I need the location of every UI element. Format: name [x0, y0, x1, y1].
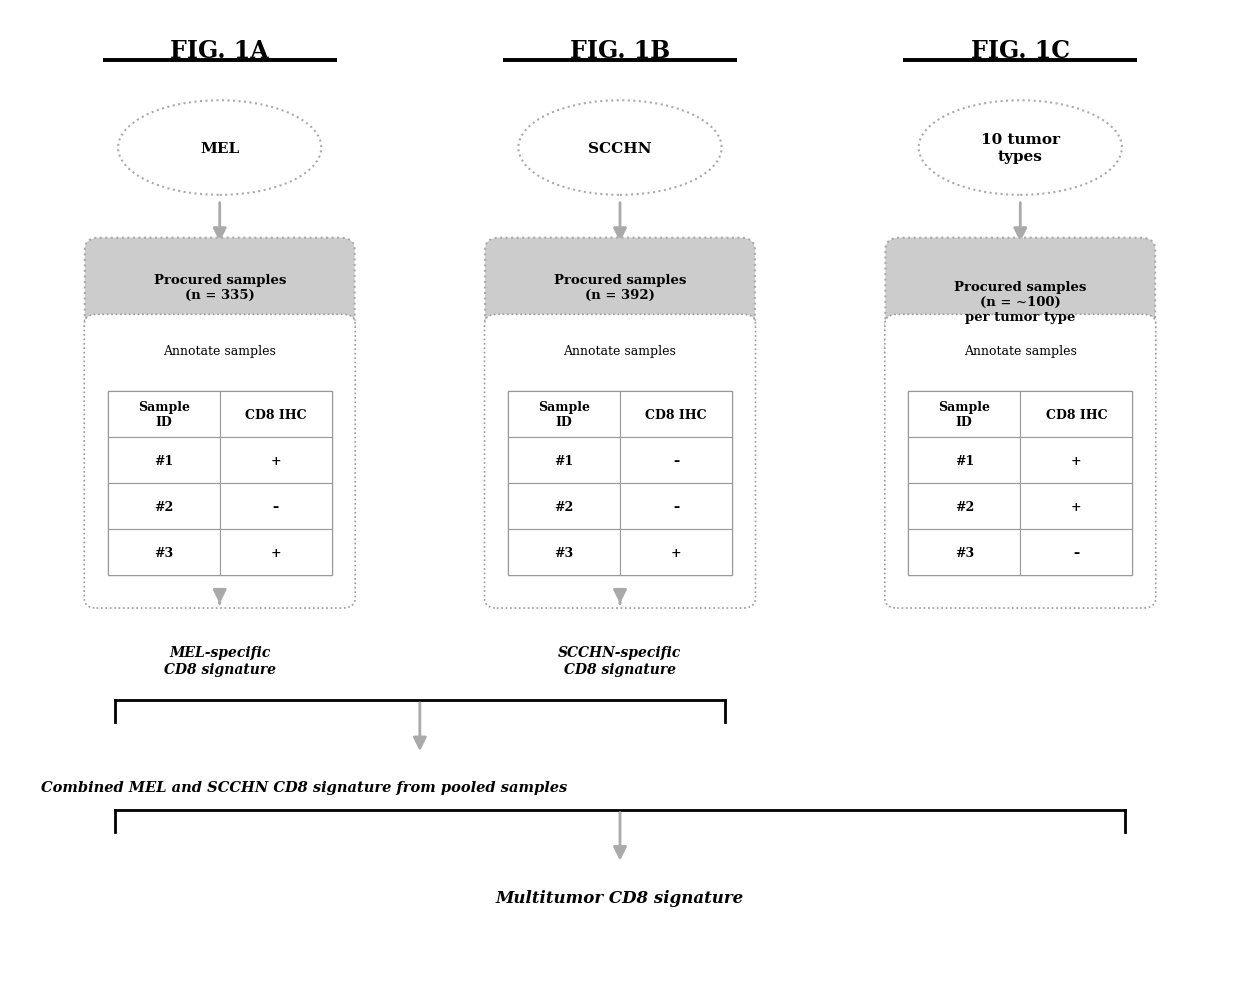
Text: Annotate samples: Annotate samples [164, 345, 277, 358]
Text: #3: #3 [554, 546, 574, 559]
Text: MEL: MEL [200, 141, 239, 155]
Bar [620, 483, 732, 530]
Bar [108, 391, 332, 576]
Text: #1: #1 [554, 454, 574, 467]
Text: –: – [1074, 546, 1079, 559]
Bar [108, 530, 219, 576]
Text: +: + [270, 454, 281, 467]
Text: Procured samples
(n = 335): Procured samples (n = 335) [154, 274, 286, 302]
Text: Annotate samples: Annotate samples [963, 345, 1076, 358]
Bar [620, 530, 732, 576]
Bar [108, 391, 219, 437]
Bar [508, 391, 620, 437]
FancyBboxPatch shape [485, 239, 755, 337]
Text: #2: #2 [554, 500, 574, 514]
Text: #1: #1 [955, 454, 973, 467]
Text: +: + [671, 546, 681, 559]
Text: Sample
ID: Sample ID [939, 400, 991, 428]
Text: FIG. 1A: FIG. 1A [170, 39, 269, 63]
Bar [108, 437, 219, 483]
Text: –: – [273, 500, 279, 514]
Text: Procured samples
(n = 392): Procured samples (n = 392) [554, 274, 686, 302]
Bar [508, 391, 732, 576]
Bar [508, 437, 620, 483]
Ellipse shape [118, 101, 321, 196]
Text: CD8 IHC: CD8 IHC [246, 408, 306, 421]
Bar [620, 437, 732, 483]
Bar [508, 530, 620, 576]
Bar [1021, 483, 1132, 530]
Text: FIG. 1B: FIG. 1B [570, 39, 670, 63]
Text: 10 tumor
types: 10 tumor types [981, 133, 1060, 163]
Text: FIG. 1C: FIG. 1C [971, 39, 1070, 63]
Text: –: – [673, 454, 680, 467]
FancyBboxPatch shape [84, 239, 355, 337]
Text: MEL-specific
CD8 signature: MEL-specific CD8 signature [164, 646, 275, 676]
Bar [1021, 437, 1132, 483]
Bar [108, 483, 219, 530]
Bar [908, 483, 1021, 530]
Bar [219, 437, 332, 483]
FancyBboxPatch shape [885, 239, 1156, 367]
Bar [508, 483, 620, 530]
Text: CD8 IHC: CD8 IHC [645, 408, 707, 421]
Text: +: + [1071, 500, 1081, 514]
Bar [620, 391, 732, 437]
Text: Annotate samples: Annotate samples [563, 345, 677, 358]
Bar [1021, 391, 1132, 437]
Text: –: – [673, 500, 680, 514]
Text: Multitumor CD8 signature: Multitumor CD8 signature [496, 890, 744, 907]
Bar [219, 483, 332, 530]
Ellipse shape [919, 101, 1122, 196]
Text: Combined MEL and SCCHN CD8 signature from pooled samples: Combined MEL and SCCHN CD8 signature fro… [41, 780, 568, 794]
Text: #2: #2 [955, 500, 973, 514]
Ellipse shape [518, 101, 722, 196]
Bar [219, 530, 332, 576]
FancyBboxPatch shape [84, 315, 355, 609]
Bar [908, 437, 1021, 483]
Bar [908, 530, 1021, 576]
Text: SCCHN: SCCHN [588, 141, 652, 155]
Text: CD8 IHC: CD8 IHC [1045, 408, 1107, 421]
Text: Sample
ID: Sample ID [138, 400, 190, 428]
Bar [908, 391, 1021, 437]
Text: SCCHN-specific
CD8 signature: SCCHN-specific CD8 signature [558, 646, 682, 676]
Text: #1: #1 [154, 454, 174, 467]
Text: #3: #3 [154, 546, 174, 559]
FancyBboxPatch shape [885, 315, 1156, 609]
Text: #2: #2 [154, 500, 174, 514]
Text: Sample
ID: Sample ID [538, 400, 590, 428]
Bar [908, 391, 1132, 576]
Bar [219, 391, 332, 437]
FancyBboxPatch shape [485, 315, 755, 609]
Text: +: + [270, 546, 281, 559]
Text: #3: #3 [955, 546, 973, 559]
Bar [1021, 530, 1132, 576]
Text: Procured samples
(n = ~100)
per tumor type: Procured samples (n = ~100) per tumor ty… [954, 281, 1086, 324]
Text: +: + [1071, 454, 1081, 467]
